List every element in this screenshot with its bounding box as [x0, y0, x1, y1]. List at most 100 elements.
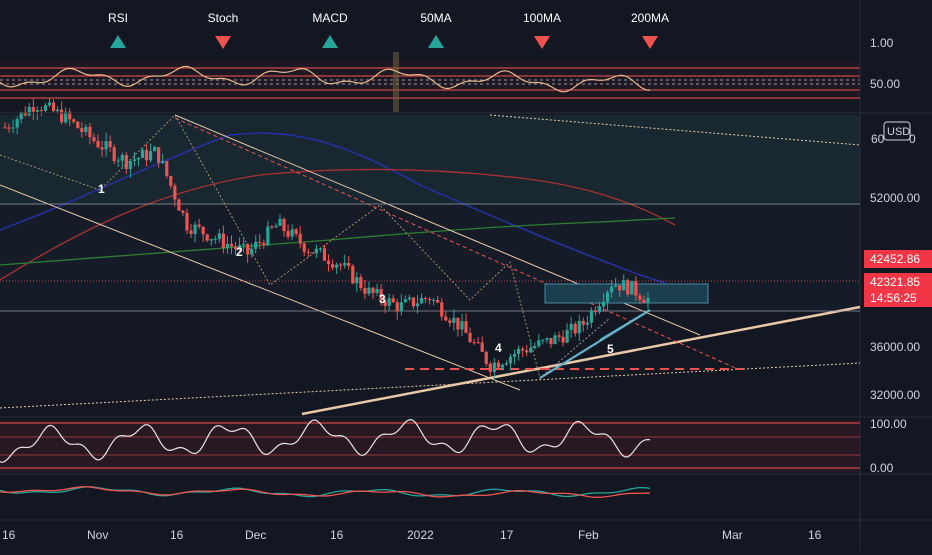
candle-up [153, 147, 157, 152]
candle-up [610, 286, 614, 293]
candle-up [64, 111, 68, 123]
candle-up [241, 243, 246, 246]
candle-down [626, 280, 630, 295]
candle-down [371, 287, 375, 293]
candle-up [237, 245, 242, 249]
candle-down [428, 299, 432, 301]
candle-down [634, 280, 638, 296]
candle-up [318, 248, 323, 250]
candle-down [642, 299, 646, 303]
candle-down [379, 289, 383, 301]
signal-up-arrow-icon [428, 35, 444, 48]
candle-down [88, 126, 92, 138]
candle-down [302, 243, 306, 252]
candle-down [144, 150, 149, 161]
candle-down [440, 302, 444, 317]
candle-down [169, 175, 173, 186]
candle-up [209, 239, 213, 241]
candle-down [561, 336, 565, 343]
dotted-trend-2 [489, 114, 861, 146]
candle-up [492, 362, 496, 372]
candle-down [197, 224, 201, 227]
candle-down [618, 285, 622, 291]
candle-down [347, 263, 351, 266]
signal-markers: RSI Stoch MACD 50MA 100MA 200MA [108, 11, 669, 49]
signal-up-arrow-icon [322, 35, 338, 48]
candle-up [585, 322, 589, 325]
candle-up [161, 161, 165, 163]
candle-down [165, 161, 169, 176]
candle-down [80, 128, 84, 132]
candle-up [569, 323, 573, 330]
candle-down [448, 320, 452, 323]
candle-up [343, 263, 347, 266]
countdown-value: 14:56:25 [870, 291, 917, 305]
candle-down [51, 102, 56, 112]
candle-up [148, 151, 153, 161]
candle-down [395, 302, 399, 312]
candle-down [177, 199, 181, 211]
close-price-tag [864, 273, 932, 307]
dashed-down-trend [174, 117, 741, 371]
candle-down [480, 342, 484, 352]
resistance-zone [0, 115, 860, 205]
candle-up [274, 225, 278, 228]
candle-up [355, 277, 359, 284]
mid-zone [0, 205, 860, 310]
candle-down [72, 119, 76, 122]
candle-up [601, 301, 606, 307]
candle-up [537, 340, 541, 347]
candle-down [246, 243, 250, 255]
candle-up [11, 127, 15, 129]
time-axis: 16 Nov 16 Dec 16 2022 17 Feb Mar 16 [2, 528, 822, 542]
wave-label: 2 [236, 245, 243, 259]
candle-up [508, 356, 513, 364]
candle-down [229, 243, 234, 247]
candle-down [258, 241, 262, 243]
candle-up [614, 285, 618, 287]
candle-up [419, 297, 424, 304]
price-axis-label: 36000.00 [870, 340, 920, 354]
candle-down [472, 342, 476, 344]
wave-label: 5 [607, 342, 614, 356]
candle-down [581, 320, 585, 325]
time-label: 2022 [407, 528, 434, 542]
last-price-tag [864, 250, 932, 268]
candle-up [589, 310, 593, 323]
candle-down [573, 323, 577, 334]
candle-up [290, 229, 294, 237]
candle-down [270, 226, 274, 228]
candle-up [104, 141, 108, 150]
candle-down [185, 212, 189, 231]
rsi-axis-label: 1.00 [870, 36, 894, 50]
candle-down [76, 121, 80, 129]
candle-down [383, 300, 387, 306]
candle-down [638, 295, 642, 300]
candle-down [326, 260, 331, 265]
candle-up [399, 302, 403, 312]
candle-up [266, 226, 270, 245]
candle-up [128, 160, 132, 170]
candle-down [464, 321, 468, 333]
candle-down [282, 218, 286, 231]
candle-up [120, 155, 124, 161]
candle-down [322, 248, 327, 261]
signal-label: 200MA [631, 11, 669, 25]
candle-up [541, 339, 545, 341]
time-label: Dec [245, 528, 266, 542]
candle-up [577, 320, 581, 334]
candle-up [250, 248, 254, 255]
candle-up [415, 303, 420, 307]
oscillator-pane [0, 418, 860, 472]
candle-up [27, 107, 31, 116]
candle-up [646, 297, 650, 303]
candle-down [286, 230, 290, 237]
candle-down [108, 141, 112, 148]
candle-down [112, 147, 116, 161]
currency-badge[interactable] [883, 121, 911, 141]
candle-up [597, 306, 602, 313]
osc-axis-label: 100.00 [870, 417, 907, 431]
candle-up [132, 159, 137, 161]
candle-up [193, 224, 197, 234]
